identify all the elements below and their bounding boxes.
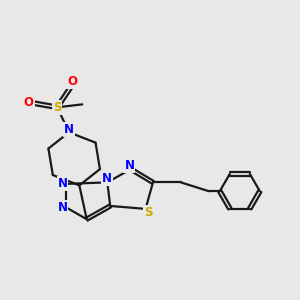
Text: S: S	[144, 206, 153, 219]
Text: S: S	[53, 101, 61, 114]
Text: O: O	[24, 96, 34, 110]
Text: N: N	[64, 123, 74, 136]
Text: N: N	[58, 177, 68, 190]
Text: N: N	[58, 201, 68, 214]
Text: N: N	[124, 159, 134, 172]
Text: O: O	[67, 75, 77, 88]
Text: N: N	[102, 172, 112, 185]
